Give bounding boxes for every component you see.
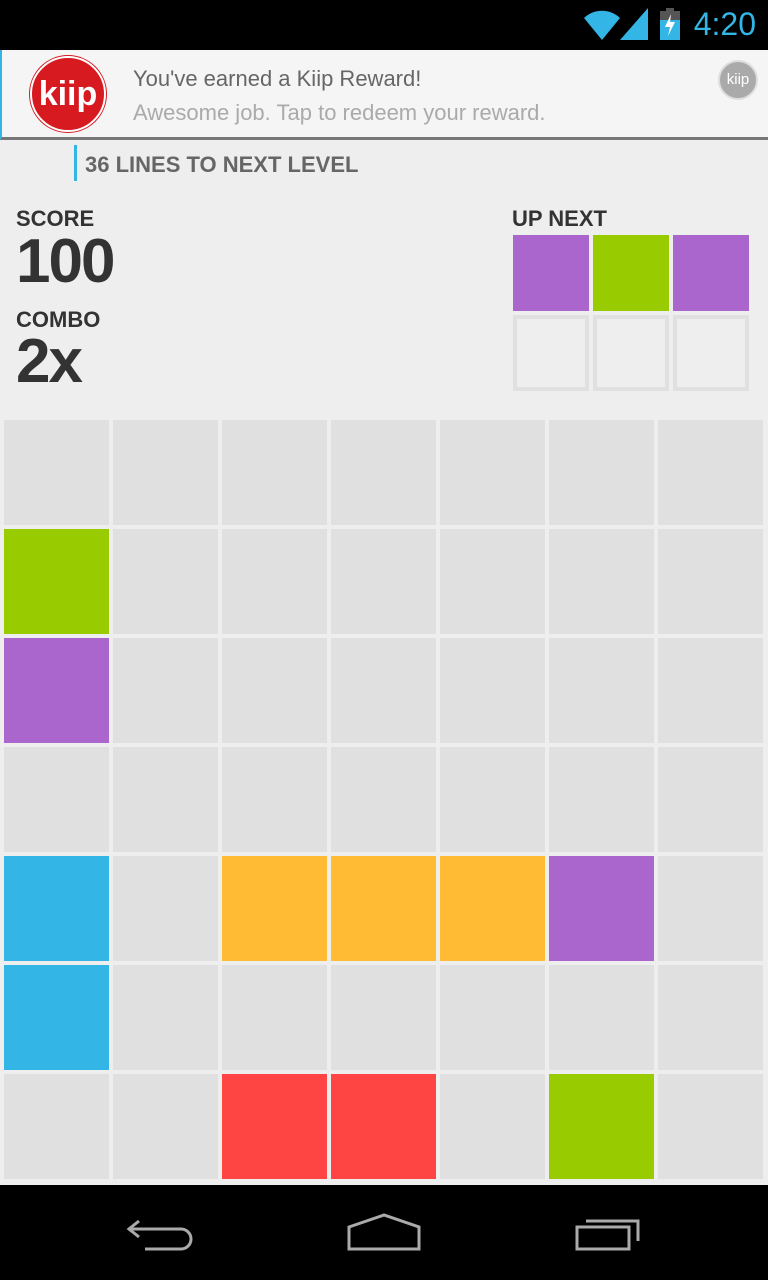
board-cell-empty[interactable] (440, 420, 545, 525)
up-next-label: UP NEXT (512, 206, 607, 231)
board-cell-empty[interactable] (549, 965, 654, 1070)
combo-value: 2x (16, 327, 83, 396)
board-cell-empty[interactable] (113, 529, 218, 634)
board-cell-purple[interactable] (4, 638, 109, 743)
board-cell-empty[interactable] (440, 638, 545, 743)
board-cell-empty[interactable] (658, 529, 763, 634)
score-value: 100 (16, 227, 115, 296)
board-cell-empty[interactable] (331, 420, 436, 525)
kiip-logo: kiip (30, 56, 106, 132)
board-cell-empty[interactable] (331, 965, 436, 1070)
board-cell-empty[interactable] (549, 420, 654, 525)
kiip-reward-notification[interactable]: kiip You've earned a Kiip Reward! Awesom… (0, 50, 768, 140)
board-cell-empty[interactable] (4, 420, 109, 525)
board-cell-empty[interactable] (113, 965, 218, 1070)
navigation-bar (0, 1185, 768, 1280)
board-cell-empty[interactable] (549, 529, 654, 634)
board-cell-green[interactable] (549, 1074, 654, 1179)
board-cell-purple[interactable] (549, 856, 654, 961)
board-cell-blue[interactable] (4, 856, 109, 961)
back-icon[interactable] (125, 1213, 195, 1253)
board-cell-empty[interactable] (658, 747, 763, 852)
score-label: SCORE (16, 206, 95, 231)
board-cell-empty[interactable] (658, 965, 763, 1070)
combo-label: COMBO (16, 307, 101, 332)
status-bar: 4:20 (0, 0, 768, 50)
board-cell-empty[interactable] (222, 747, 327, 852)
next-slot-empty (593, 315, 669, 391)
kiip-small-icon: kiip (718, 60, 758, 100)
next-piece-green (593, 235, 669, 311)
board-cell-empty[interactable] (440, 529, 545, 634)
board-cell-empty[interactable] (113, 856, 218, 961)
board-cell-blue[interactable] (4, 965, 109, 1070)
signal-icon (620, 8, 648, 40)
board-cell-empty[interactable] (113, 1074, 218, 1179)
recent-apps-icon[interactable] (574, 1213, 644, 1253)
board-cell-empty[interactable] (222, 420, 327, 525)
board-cell-empty[interactable] (222, 529, 327, 634)
board-cell-empty[interactable] (4, 1074, 109, 1179)
board-cell-empty[interactable] (113, 747, 218, 852)
next-slot-empty (673, 315, 749, 391)
board-cell-orange[interactable] (331, 856, 436, 961)
clock: 4:20 (693, 6, 756, 42)
board-cell-empty[interactable] (113, 420, 218, 525)
board-cell-empty[interactable] (658, 420, 763, 525)
board-cell-orange[interactable] (222, 856, 327, 961)
game-board[interactable] (4, 420, 763, 1179)
board-cell-orange[interactable] (440, 856, 545, 961)
board-cell-red[interactable] (222, 1074, 327, 1179)
board-cell-empty[interactable] (331, 529, 436, 634)
board-cell-red[interactable] (331, 1074, 436, 1179)
notification-body: Awesome job. Tap to redeem your reward. (133, 100, 546, 125)
board-cell-empty[interactable] (549, 638, 654, 743)
board-cell-empty[interactable] (4, 747, 109, 852)
board-cell-green[interactable] (4, 529, 109, 634)
board-cell-empty[interactable] (440, 747, 545, 852)
board-cell-empty[interactable] (658, 856, 763, 961)
wifi-icon (584, 10, 620, 40)
board-cell-empty[interactable] (440, 1074, 545, 1179)
board-cell-empty[interactable] (549, 747, 654, 852)
board-cell-empty[interactable] (658, 638, 763, 743)
board-cell-empty[interactable] (222, 638, 327, 743)
board-cell-empty[interactable] (658, 1074, 763, 1179)
up-next-preview (513, 235, 749, 391)
next-piece-purple (673, 235, 749, 311)
next-piece-purple (513, 235, 589, 311)
board-cell-empty[interactable] (331, 638, 436, 743)
notification-title: You've earned a Kiip Reward! (133, 66, 422, 91)
board-cell-empty[interactable] (222, 965, 327, 1070)
home-icon[interactable] (347, 1213, 421, 1253)
board-cell-empty[interactable] (113, 638, 218, 743)
next-slot-empty (513, 315, 589, 391)
battery-charging-icon (660, 8, 680, 40)
board-cell-empty[interactable] (331, 747, 436, 852)
lines-to-next-level: 36 LINES TO NEXT LEVEL (74, 145, 358, 181)
board-cell-empty[interactable] (440, 965, 545, 1070)
